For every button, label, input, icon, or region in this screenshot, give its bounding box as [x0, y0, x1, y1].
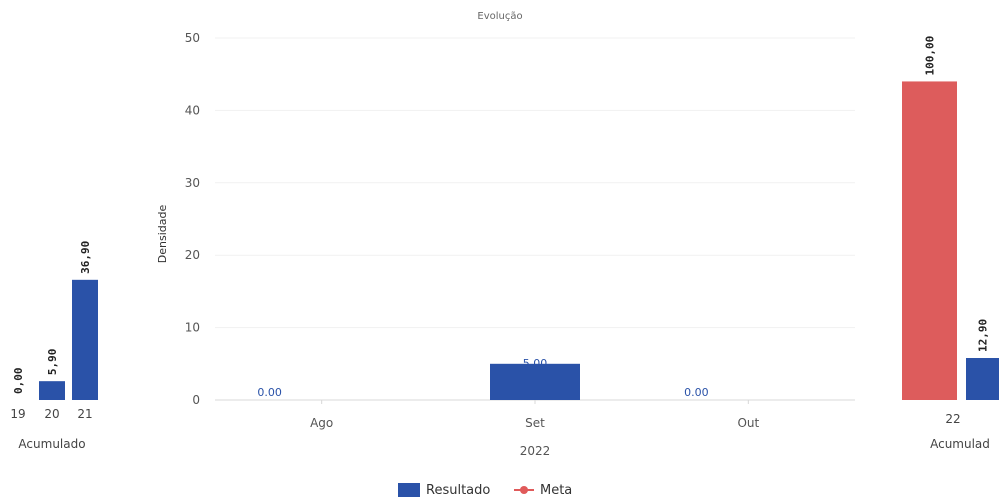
x-axis-title-acumulado-right: Acumulad — [930, 437, 990, 451]
x-tick-label-22: 22 — [945, 412, 960, 426]
legend-swatch-resultado — [398, 483, 420, 497]
x-tick-label-19: 19 — [10, 407, 25, 421]
data-label-acumulado-19: 0,00 — [12, 368, 25, 395]
data-label-resultado-22: 12,90 — [977, 319, 990, 352]
y-tick-label-0: 0 — [192, 393, 200, 407]
legend-label-resultado: Resultado — [426, 482, 491, 498]
data-label-acumulado-20: 5,90 — [46, 349, 59, 376]
chart-title: Evolução — [477, 11, 522, 22]
x-tick-label-20: 20 — [44, 407, 59, 421]
y-tick-label-1: 10 — [185, 321, 200, 335]
x-tick-label-set: Set — [525, 416, 545, 430]
x-tick-label-21: 21 — [77, 407, 92, 421]
data-label-set: 5.00 — [523, 357, 548, 370]
legend-label-meta: Meta — [540, 482, 573, 498]
bar-resultado-22 — [966, 358, 999, 400]
legend-marker-meta — [514, 483, 534, 497]
x-axis-title: 2022 — [520, 444, 551, 458]
y-axis-title: Densidade — [156, 205, 169, 264]
x-tick-label-ago: Ago — [310, 416, 333, 430]
data-label-out: 0.00 — [684, 386, 709, 399]
bar-meta-22 — [902, 81, 957, 400]
data-label-acumulado-21: 36,90 — [79, 241, 92, 274]
bar-acumulado-21 — [72, 279, 98, 400]
legend-item-meta[interactable]: Meta — [514, 481, 572, 499]
y-tick-label-5: 50 — [185, 31, 200, 45]
x-tick-label-out: Out — [737, 416, 759, 430]
data-label-meta-22: 100,00 — [924, 36, 937, 76]
y-tick-label-3: 30 — [185, 176, 200, 190]
bar-resultado-set — [490, 363, 580, 400]
bar-acumulado-20 — [39, 381, 65, 400]
data-label-ago: 0.00 — [257, 386, 282, 399]
x-axis-title-acumulado-left: Acumulado — [18, 437, 85, 451]
y-tick-label-2: 20 — [185, 248, 200, 262]
legend-item-resultado[interactable]: Resultado — [398, 481, 490, 499]
y-tick-label-4: 40 — [185, 103, 200, 117]
